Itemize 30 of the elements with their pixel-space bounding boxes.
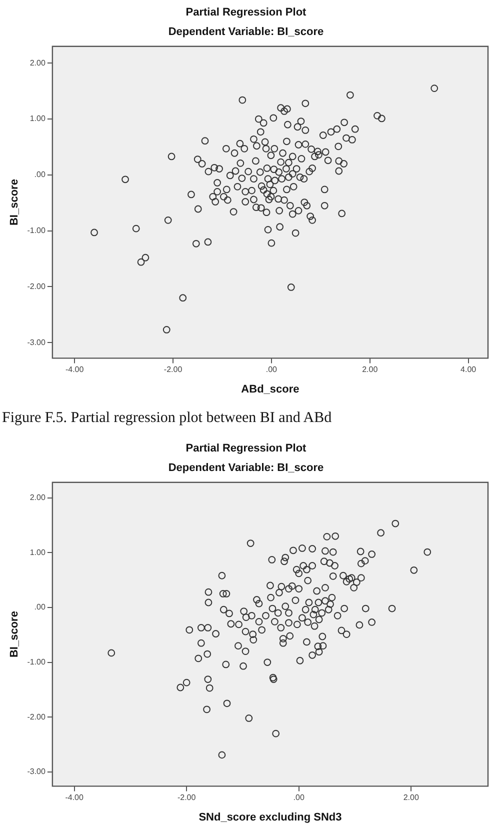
x-tick-label: 2.00	[362, 365, 378, 374]
y-tick-label: 2.00	[30, 58, 46, 68]
y-tick-label: -2.00	[27, 282, 46, 291]
x-tick-label: -2.00	[177, 793, 196, 802]
y-axis-title: BI_score	[8, 611, 21, 658]
y-tick-label: -1.00	[27, 657, 46, 666]
y-tick-label: -2.00	[27, 712, 46, 722]
x-tick-label: .00	[293, 793, 305, 802]
x-tick-label: .00	[266, 365, 278, 374]
y-tick-label: -3.00	[27, 767, 46, 776]
x-tick-label: -4.00	[65, 793, 84, 802]
y-tick-label: 2.00	[30, 492, 46, 502]
y-tick-label: -1.00	[27, 226, 46, 235]
y-tick-label: -3.00	[27, 338, 46, 347]
x-tick-label: -4.00	[65, 365, 84, 374]
x-tick-label: 2.00	[403, 793, 420, 802]
x-tick-label: 4.00	[460, 365, 477, 374]
x-axis-title: ABd_score	[241, 383, 300, 396]
y-tick-label: .00	[34, 602, 46, 612]
y-tick-label: 1.00	[30, 548, 46, 557]
text: Figure F.5. Partial regression plot between BI and ABd	[1, 409, 333, 428]
x-axis-title: SNd_score excluding SNd3	[198, 811, 342, 824]
y-axis-title: BI_score	[8, 179, 21, 226]
x-tick-label: -2.00	[164, 365, 183, 374]
chart-title: Partial Regression Plot	[186, 6, 307, 19]
chart-subtitle: Dependent Variable: BI_score	[168, 462, 324, 474]
y-tick-label: .00	[34, 170, 46, 180]
y-tick-label: 1.00	[30, 114, 46, 124]
chart-title: Partial Regression Plot	[186, 442, 307, 455]
chart-subtitle: Dependent Variable: BI_score	[168, 26, 324, 38]
